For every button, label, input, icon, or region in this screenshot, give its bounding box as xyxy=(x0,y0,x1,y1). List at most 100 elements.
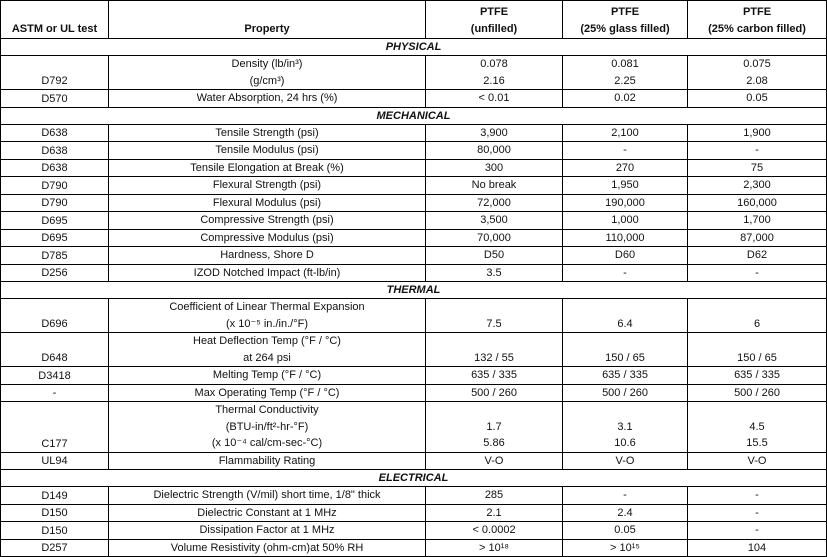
unfilled-line: No break xyxy=(471,179,517,191)
table-row: D149 Dielectric Strength (V/mil) short ti… xyxy=(0,486,827,505)
glass-cell: 2,100 xyxy=(562,123,688,142)
glass-line: 150 / 65 xyxy=(605,351,645,364)
glass-line: 0.081 xyxy=(611,58,639,70)
unfilled-line: 5.86 xyxy=(483,437,505,449)
property-line: Thermal Conductivity xyxy=(215,404,319,416)
table-row: D638 Tensile Elongation at Break (%) 300 27… xyxy=(0,158,827,177)
test-cell: D792 xyxy=(0,55,109,90)
property-line: Flammability Rating xyxy=(218,454,316,467)
unfilled-cell: < 0.0002 xyxy=(425,521,563,540)
property-line: at 264 psi xyxy=(243,351,291,364)
unfilled-cell: < 0.01 xyxy=(425,89,563,108)
carbon-cell: 75 xyxy=(687,158,827,177)
glass-cell: 635 / 335 xyxy=(562,366,688,385)
property-cell: Tensile Elongation at Break (%) xyxy=(108,158,426,177)
unfilled-cell: 300 xyxy=(425,158,563,177)
unfilled-cell: 132 / 55 xyxy=(425,332,563,367)
property-cell: Tensile Strength (psi) xyxy=(108,123,426,142)
glass-line: 500 / 260 xyxy=(602,386,648,399)
table-row: - Max Operating Temp (°F / °C) 500 / 260 50… xyxy=(0,383,827,402)
property-cell: Hardness, Shore D xyxy=(108,246,426,265)
property-line: Coefficient of Linear Thermal Expansion xyxy=(169,301,365,313)
test-cell: D256 xyxy=(0,263,109,282)
glass-cell: 150 / 65 xyxy=(562,332,688,367)
table-row: D695 Compressive Modulus (psi) 70,000 110,0… xyxy=(0,228,827,247)
glass-line: - xyxy=(623,266,627,279)
property-cell: Coefficient of Linear Thermal Expansion (… xyxy=(108,298,426,333)
unfilled-line: 70,000 xyxy=(477,231,511,244)
test-cell: D695 xyxy=(0,228,109,247)
header-row: ASTM or UL test Property PTFE (unfilled) PTF… xyxy=(0,0,827,39)
property-line: Density (lb/in³) xyxy=(231,58,303,70)
unfilled-line: D50 xyxy=(483,249,505,261)
property-cell: Dielectric Strength (V/mil) short time, … xyxy=(108,486,426,505)
property-cell: Dissipation Factor at 1 MHz xyxy=(108,521,426,540)
carbon-cell: - xyxy=(687,521,827,540)
section-header-physical: PHYSICAL xyxy=(0,38,827,56)
property-line: Max Operating Temp (°F / °C) xyxy=(194,386,340,399)
unfilled-cell: 3,500 xyxy=(425,211,563,230)
carbon-line: 2,300 xyxy=(743,179,771,191)
unfilled-cell: D50 xyxy=(425,246,563,265)
glass-cell: 6.4 xyxy=(562,298,688,333)
glass-cell: 190,000 xyxy=(562,193,688,212)
glass-line: 635 / 335 xyxy=(602,369,648,381)
property-line: Water Absorption, 24 hrs (%) xyxy=(196,92,338,104)
carbon-line: 0.05 xyxy=(746,92,768,104)
property-line: Heat Deflection Temp (°F / °C) xyxy=(193,335,341,347)
glass-cell: 3.1 10.6 xyxy=(562,401,688,453)
property-line: Flexural Strength (psi) xyxy=(212,179,322,191)
glass-cell: 2.4 xyxy=(562,503,688,522)
property-cell: Flexural Modulus (psi) xyxy=(108,193,426,212)
glass-line: 190,000 xyxy=(605,196,645,209)
section-title: PHYSICAL xyxy=(0,38,827,56)
unfilled-line: 3,900 xyxy=(480,126,508,139)
carbon-line: - xyxy=(755,266,759,279)
unfilled-cell: No break xyxy=(425,176,563,195)
unfilled-cell: 80,000 xyxy=(425,141,563,160)
property-cell: Compressive Modulus (psi) xyxy=(108,228,426,247)
table-row: D150 Dissipation Factor at 1 MHz < 0.0002 0… xyxy=(0,521,827,540)
header-ptfe-carbon: PTFE (25% carbon filled) xyxy=(687,0,827,39)
property-cell: Melting Temp (°F / °C) xyxy=(108,366,426,385)
table-row: D695 Compressive Strength (psi) 3,500 1,000… xyxy=(0,211,827,230)
glass-cell: V-O xyxy=(562,451,688,470)
glass-cell: - xyxy=(562,486,688,505)
test-cell: D696 xyxy=(0,298,109,333)
section-header-electrical: ELECTRICAL xyxy=(0,469,827,487)
section-header-thermal: THERMAL xyxy=(0,281,827,299)
carbon-line: - xyxy=(755,524,759,536)
property-line: Hardness, Shore D xyxy=(220,249,314,261)
carbon-line: 87,000 xyxy=(740,231,774,244)
test-cell: D785 xyxy=(0,246,109,265)
property-cell: Max Operating Temp (°F / °C) xyxy=(108,383,426,402)
glass-line: 270 xyxy=(615,161,635,174)
carbon-line: - xyxy=(755,489,759,501)
test-cell: D638 xyxy=(0,141,109,160)
carbon-line: 635 / 335 xyxy=(734,369,780,381)
table-row: D785 Hardness, Shore D D50 D60 D62 xyxy=(0,246,827,265)
carbon-cell: 2,300 xyxy=(687,176,827,195)
glass-cell: 1,950 xyxy=(562,176,688,195)
carbon-cell: - xyxy=(687,503,827,522)
unfilled-line: < 0.01 xyxy=(478,92,510,104)
glass-line: 3.1 xyxy=(617,420,633,433)
test-cell: C177 xyxy=(0,401,109,453)
unfilled-line: < 0.0002 xyxy=(472,524,516,536)
property-cell: Heat Deflection Temp (°F / °C) at 264 psi xyxy=(108,332,426,367)
test-cell: D638 xyxy=(0,158,109,177)
carbon-line: 6 xyxy=(753,317,761,330)
unfilled-cell: 72,000 xyxy=(425,193,563,212)
unfilled-line: 132 / 55 xyxy=(474,351,514,364)
carbon-cell: - xyxy=(687,263,827,282)
test-cell: D570 xyxy=(0,89,109,108)
glass-line: 110,000 xyxy=(605,231,645,244)
carbon-cell: - xyxy=(687,486,827,505)
glass-cell: 0.05 xyxy=(562,521,688,540)
table-row: UL94 Flammability Rating V-O V-O V-O xyxy=(0,451,827,470)
unfilled-line: 1.7 xyxy=(486,420,502,433)
header-property: Property xyxy=(108,0,426,39)
unfilled-line: 500 / 260 xyxy=(471,386,517,399)
test-cell: D638 xyxy=(0,123,109,142)
